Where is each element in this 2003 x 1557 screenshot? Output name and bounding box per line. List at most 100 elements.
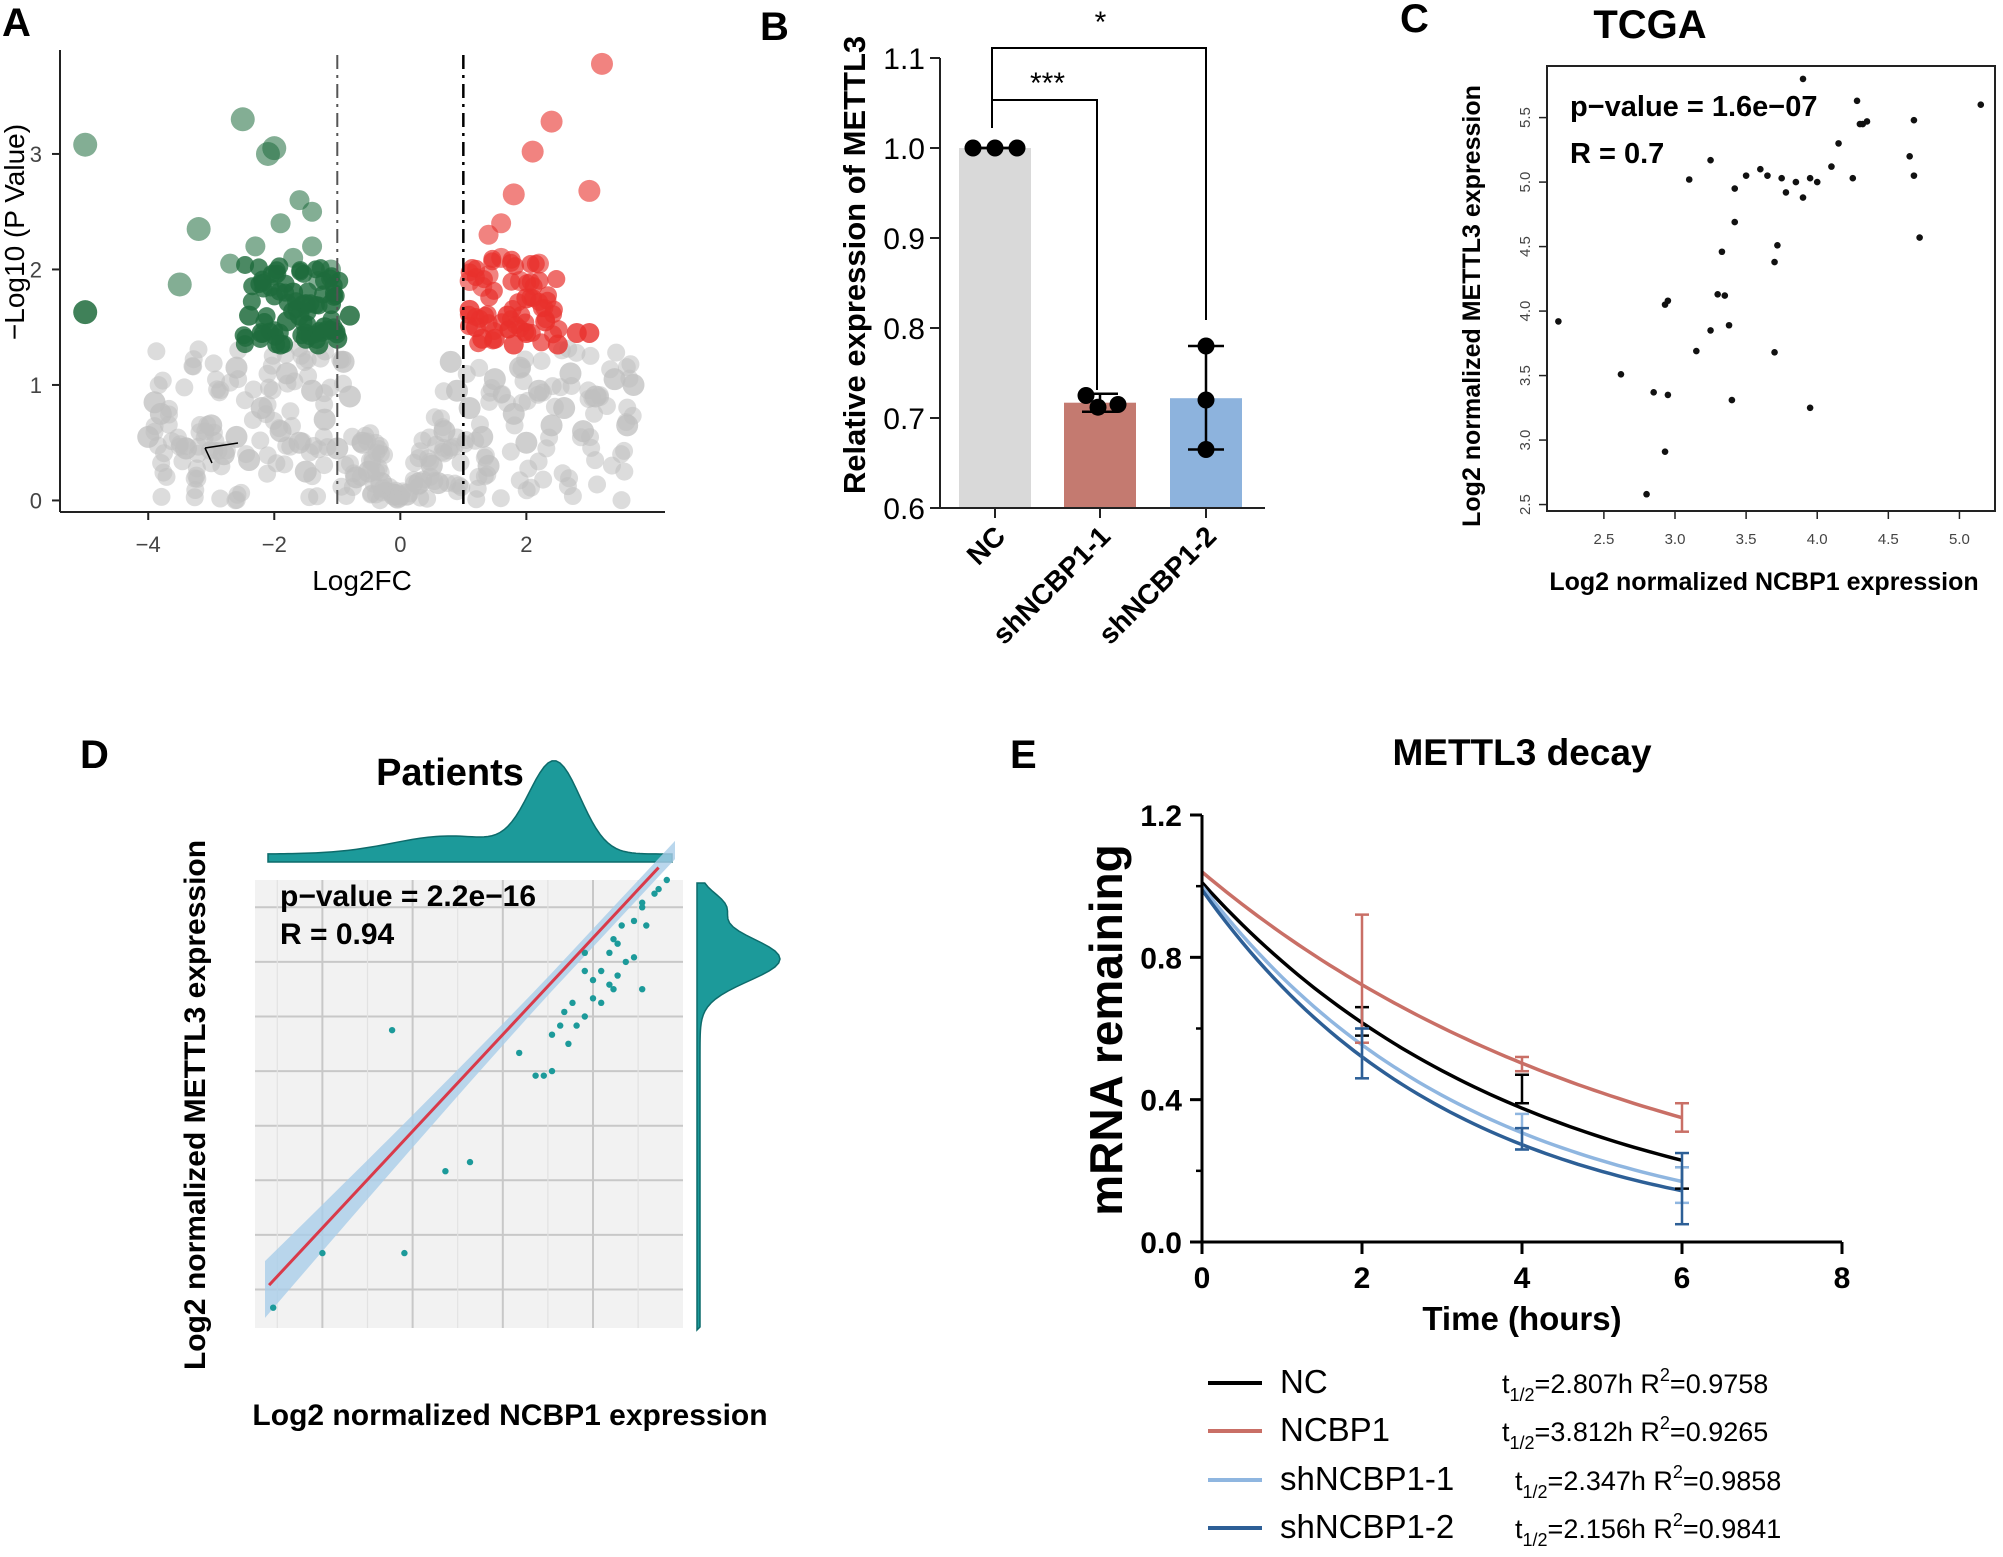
- nonsig-point: [514, 372, 533, 391]
- up-point: [476, 306, 495, 325]
- tcga-point: [1910, 116, 1918, 124]
- panel-label-d: D: [80, 733, 109, 777]
- pvalue-d: p−value = 2.2e−16: [280, 880, 536, 913]
- panel-b: B *** * 0.6 0.7 0.8 0.9 1.0 1.1 NCshNCBP1-1sh…: [760, 5, 1265, 650]
- patient-point: [598, 999, 605, 1007]
- tcga-point: [1813, 178, 1821, 186]
- y-tick-label: 1: [30, 373, 42, 398]
- y-tick-label: 5.0: [1517, 172, 1534, 193]
- title-d: Patients: [376, 752, 524, 794]
- nonsig-point: [298, 350, 317, 369]
- decay-curve: [1200, 888, 1683, 1193]
- x-tick-label: −4: [136, 532, 161, 557]
- up-point: [578, 179, 601, 202]
- up-point: [483, 249, 502, 268]
- nonsig-point: [505, 416, 524, 435]
- down-point: [270, 257, 289, 276]
- patient-point: [589, 976, 597, 984]
- patient-point: [622, 958, 629, 966]
- nonsig-point: [432, 409, 451, 428]
- down-point: [73, 300, 98, 325]
- tcga-point: [1661, 301, 1669, 308]
- panel-label-c: C: [1400, 0, 1429, 41]
- tcga-point: [1828, 163, 1835, 170]
- y-ticks-b: 0.6 0.7 0.8 0.9 1.0 1.1: [883, 43, 940, 526]
- tcga-point: [1910, 172, 1918, 179]
- tcga-point: [1774, 241, 1781, 249]
- nonsig-point: [145, 422, 164, 441]
- y-tick-label: 3: [30, 142, 42, 167]
- tcga-point: [1617, 370, 1625, 378]
- nonsig-point: [515, 431, 538, 454]
- nonsig-point: [478, 465, 497, 484]
- patient-point: [614, 972, 621, 979]
- y-tick-label: 1.2: [1140, 800, 1182, 833]
- x-tick-label: 2: [520, 532, 532, 557]
- nonsig-point: [519, 459, 538, 478]
- down-point: [254, 279, 273, 298]
- nonsig-point: [434, 382, 453, 401]
- r-value-c: R = 0.7: [1570, 138, 1664, 170]
- nonsig-point: [420, 428, 439, 447]
- sig-label-2: *: [1095, 6, 1107, 39]
- nonsig-point: [299, 366, 318, 385]
- nonsig-point: [334, 374, 353, 393]
- nonsig-point: [143, 391, 166, 414]
- up-point: [526, 254, 545, 273]
- tcga-point: [1778, 174, 1785, 182]
- down-point: [302, 201, 323, 222]
- volcano-down-points: [73, 107, 360, 355]
- nonsig-point: [421, 467, 440, 486]
- legend-half-life: t1/2=2.347h R2=0.9858: [1515, 1462, 1781, 1502]
- nonsig-point: [537, 439, 556, 458]
- up-point: [540, 110, 563, 133]
- nonsig-point: [579, 389, 598, 408]
- nonsig-point: [528, 385, 547, 404]
- nonsig-point: [419, 449, 438, 468]
- down-point: [220, 253, 241, 274]
- y-tick-label: 4.5: [1517, 236, 1534, 257]
- title-c: TCGA: [1593, 3, 1706, 47]
- up-point: [502, 272, 521, 291]
- tcga-point: [1835, 140, 1842, 147]
- nonsig-point: [543, 377, 562, 396]
- replicate-point: [1197, 391, 1215, 409]
- y-tick-label: 0.8: [1140, 942, 1182, 975]
- x-tick-label: 0: [1194, 1262, 1211, 1295]
- nonsig-point: [521, 478, 540, 497]
- patient-point: [270, 1304, 277, 1311]
- down-point: [298, 282, 317, 301]
- y-tick-label: 2.5: [1517, 494, 1534, 515]
- y-tick-label: 5.5: [1517, 107, 1534, 128]
- down-point: [306, 260, 325, 279]
- nonsig-point: [393, 482, 412, 501]
- y-tick-label: 2: [30, 257, 42, 282]
- nonsig-point: [351, 468, 370, 487]
- nonsig-point: [183, 357, 202, 376]
- nonsig-point: [476, 446, 495, 465]
- replicate-point: [1197, 337, 1215, 355]
- up-point: [521, 272, 540, 291]
- x-category-label: NC: [961, 520, 1012, 571]
- nonsig-point: [617, 413, 636, 432]
- tcga-point: [1731, 218, 1739, 226]
- nonsig-point: [618, 398, 637, 417]
- nonsig-point: [405, 453, 424, 472]
- nonsig-point: [153, 371, 172, 390]
- legend-series-name: NC: [1280, 1363, 1328, 1400]
- tcga-point: [1853, 97, 1861, 105]
- replicate-point: [1077, 387, 1095, 404]
- nonsig-point: [571, 428, 590, 447]
- panel-c: C TCGA 2.5 3.0 3.5 4.0 4.5 5.0 2.5 3.0 3.5 4.0 4.…: [1400, 0, 1996, 596]
- up-point: [547, 270, 566, 289]
- volcano-nonsig-points: [137, 339, 645, 510]
- patient-point: [442, 1168, 449, 1175]
- y-tick-label: 1.0: [883, 133, 925, 166]
- y-label-b: Relative expression of METTL3: [837, 36, 872, 494]
- x-tick-label: 0: [394, 532, 406, 557]
- x-tick-label: 4: [1514, 1262, 1531, 1295]
- patient-point: [630, 917, 638, 925]
- decay-error-bars: [1355, 913, 1689, 1226]
- panel-label-b: B: [760, 5, 789, 49]
